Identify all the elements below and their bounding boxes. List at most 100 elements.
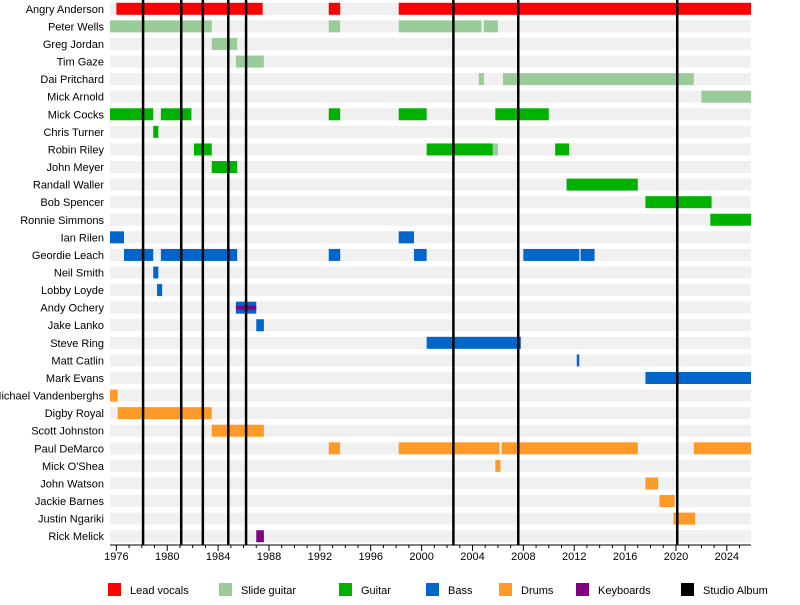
bar-slide	[110, 20, 212, 33]
row-stripe	[110, 55, 751, 68]
row-stripe	[110, 319, 751, 332]
row-stripe	[110, 284, 751, 297]
bar-slide	[328, 20, 341, 33]
member-label: John Watson	[40, 478, 104, 490]
row-stripe	[110, 178, 751, 191]
row-stripe	[110, 161, 751, 174]
bar-drums	[501, 442, 638, 455]
bar-bass	[157, 284, 163, 297]
row-stripe	[110, 371, 751, 384]
legend-label-drums: Drums	[521, 585, 554, 597]
row-stripe	[110, 389, 751, 402]
member-label: Peter Wells	[48, 21, 105, 33]
legend-swatch-drums	[499, 583, 512, 596]
row-stripe	[110, 301, 751, 314]
bar-bass	[523, 248, 580, 261]
bar-guitar	[153, 125, 159, 138]
row-stripe	[110, 196, 751, 209]
member-label: Greg Jordan	[43, 39, 104, 51]
member-label: Justin Ngariki	[38, 514, 104, 526]
x-tick-label: 2012	[562, 551, 586, 563]
bar-bass	[153, 266, 159, 279]
row-stripe	[110, 354, 751, 367]
member-label: Geordie Leach	[32, 250, 104, 262]
member-label: Mick Arnold	[47, 92, 104, 104]
bar-drums	[495, 459, 501, 472]
member-label: Dai Pritchard	[40, 74, 104, 86]
member-label: Andy Ochery	[40, 303, 104, 315]
bar-slide	[478, 73, 484, 86]
bar-keys	[256, 530, 264, 543]
bar-guitar	[426, 143, 493, 156]
bar-guitar	[555, 143, 570, 156]
row-stripe	[110, 37, 751, 50]
member-label: Angry Anderson	[26, 4, 104, 16]
member-label: Michael Vandenberghs	[0, 391, 104, 403]
bar-guitar	[328, 108, 341, 121]
member-labels: Angry Anderson Peter Wells Greg Jordan Tim …	[0, 4, 105, 543]
bar-bass	[256, 319, 264, 332]
bar-bass	[160, 248, 238, 261]
row-stripe	[110, 90, 751, 103]
x-tick-label: 1988	[257, 551, 281, 563]
x-tick-label: 2008	[511, 551, 535, 563]
bar-guitar	[398, 108, 427, 121]
member-label: Randall Waller	[33, 180, 104, 192]
album-lines	[141, 0, 679, 545]
member-label: Paul DeMarco	[34, 443, 104, 455]
row-stripe	[110, 407, 751, 420]
bar-guitar	[110, 108, 154, 121]
bar-drums	[645, 477, 659, 490]
x-tick-label: 2004	[460, 551, 484, 563]
bar-vocals	[398, 2, 751, 15]
member-label: Digby Royal	[45, 408, 104, 420]
bar-bass	[426, 336, 521, 349]
x-tick-label: 2000	[409, 551, 433, 563]
x-tick-label: 2024	[715, 551, 739, 563]
member-label: Ronnie Simmons	[20, 215, 104, 227]
legend-label-vocals: Lead vocals	[130, 585, 189, 597]
member-bars	[110, 2, 751, 543]
row-stripe	[110, 213, 751, 226]
bar-slide	[701, 90, 751, 103]
bar-bass	[576, 354, 580, 367]
x-tick-label: 1980	[155, 551, 179, 563]
legend-label-slide: Slide guitar	[241, 585, 296, 597]
bar-drums	[673, 512, 696, 525]
bar-drums	[110, 389, 118, 402]
bar-bass	[123, 248, 154, 261]
bar-guitar	[645, 196, 712, 209]
row-stripe	[110, 530, 751, 543]
x-axis: 1976 1980 1984 1988 1992 1996 2000 2004 2008 2012…	[104, 544, 751, 563]
bar-drums	[693, 442, 751, 455]
member-label: Robin Riley	[48, 144, 105, 156]
bar-guitar	[160, 108, 192, 121]
bar-drums	[117, 407, 212, 420]
row-stripe	[110, 495, 751, 508]
legend: Lead vocals Slide guitar Guitar Bass Drums Ke…	[108, 583, 768, 597]
row-stripe	[110, 512, 751, 525]
bar-slide	[211, 37, 238, 50]
x-tick-label: 1996	[358, 551, 382, 563]
x-tick-label: 1984	[206, 551, 230, 563]
member-label: Rick Melick	[48, 531, 104, 543]
legend-label-keys: Keyboards	[598, 585, 651, 597]
bar-bass	[398, 231, 414, 244]
bar-bass	[110, 231, 124, 244]
member-label: Neil Smith	[54, 268, 104, 280]
x-tick-label: 2020	[664, 551, 688, 563]
row-stripe	[110, 125, 751, 138]
legend-swatch-album	[681, 583, 694, 596]
bar-drums	[211, 424, 264, 437]
row-stripe	[110, 231, 751, 244]
bar-drums	[659, 495, 675, 508]
bar-bass	[413, 248, 427, 261]
bar-vocals	[328, 2, 341, 15]
bar-slide	[492, 143, 498, 156]
member-label: Matt Catlin	[51, 355, 104, 367]
x-tick-label: 2016	[613, 551, 637, 563]
legend-swatch-keys	[576, 583, 589, 596]
member-label: Steve Ring	[50, 338, 104, 350]
member-label: Tim Gaze	[57, 57, 104, 69]
